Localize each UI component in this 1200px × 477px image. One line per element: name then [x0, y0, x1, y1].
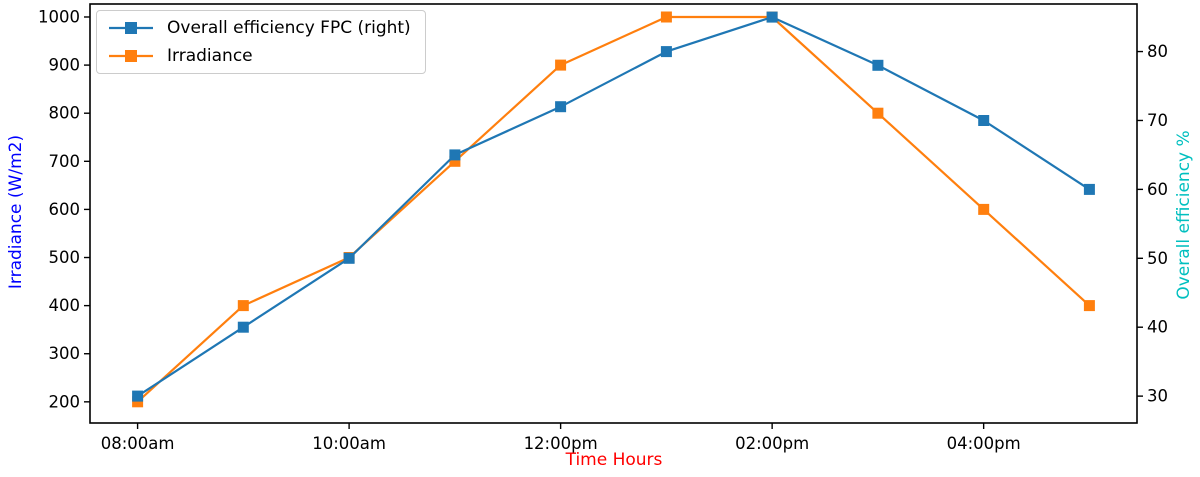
right-axis-tick-label: 40 [1147, 318, 1168, 337]
left-axis-tick-label: 400 [49, 296, 81, 315]
series-marker-1 [660, 11, 672, 23]
x-axis-tick-label: 02:00pm [735, 434, 809, 453]
series-marker-1 [132, 396, 144, 408]
series-marker-1 [978, 203, 990, 215]
legend-label-efficiency: Overall efficiency FPC (right) [167, 18, 411, 38]
right-axis-label: Overall efficiency % [1174, 130, 1194, 300]
right-axis-tick-label: 30 [1147, 387, 1168, 406]
left-axis-label: Irradiance (W/m2) [6, 134, 26, 290]
series-line-0 [136, 16, 1091, 398]
left-axis-tick-label: 500 [49, 248, 81, 267]
x-axis-tick-label: 04:00pm [947, 434, 1021, 453]
left-axis-tick-label: 200 [49, 392, 81, 411]
line-square-marker-icon [109, 50, 153, 62]
right-axis-tick-label: 50 [1147, 249, 1168, 268]
x-axis-label: Time Hours [565, 450, 663, 470]
right-axis-tick-label: 70 [1147, 111, 1168, 130]
left-axis-tick-label: 300 [49, 344, 81, 363]
series-marker-0 [872, 59, 884, 71]
left-axis-tick-label: 900 [49, 56, 81, 75]
legend-entry-irradiance: Irradiance [107, 46, 411, 66]
legend-label-irradiance: Irradiance [167, 46, 253, 66]
series-marker-0 [978, 115, 990, 126]
left-axis-tick-label: 1000 [38, 7, 80, 26]
series-marker-1 [555, 59, 567, 71]
series-marker-0 [449, 149, 461, 161]
series-marker-0 [132, 390, 144, 402]
series-marker-1 [449, 155, 461, 167]
series-marker-0 [766, 11, 778, 23]
series-marker-1 [1083, 300, 1095, 312]
x-axis-tick-label: 08:00am [101, 434, 175, 453]
x-axis-tick-label: 10:00am [312, 434, 386, 453]
right-axis-tick-label: 80 [1147, 42, 1168, 61]
line-square-marker-icon [109, 22, 153, 34]
left-axis-tick-label: 600 [49, 200, 81, 219]
legend-entry-efficiency: Overall efficiency FPC (right) [107, 18, 411, 38]
left-axis-tick-label: 700 [49, 152, 81, 171]
series-marker-0 [1083, 183, 1095, 195]
chart-legend: Overall efficiency FPC (right) Irradianc… [96, 10, 426, 74]
series-marker-0 [555, 101, 567, 113]
series-marker-1 [872, 107, 884, 119]
left-axis-tick-label: 800 [49, 104, 81, 123]
series-line-1 [136, 15, 1091, 403]
series-marker-0 [343, 252, 355, 264]
x-axis-tick-label: 12:00pm [524, 434, 598, 453]
right-axis-tick-label: 60 [1147, 180, 1168, 199]
series-marker-1 [237, 300, 249, 312]
plot-border [89, 3, 1138, 424]
series-marker-0 [660, 46, 672, 58]
series-marker-0 [237, 321, 249, 333]
